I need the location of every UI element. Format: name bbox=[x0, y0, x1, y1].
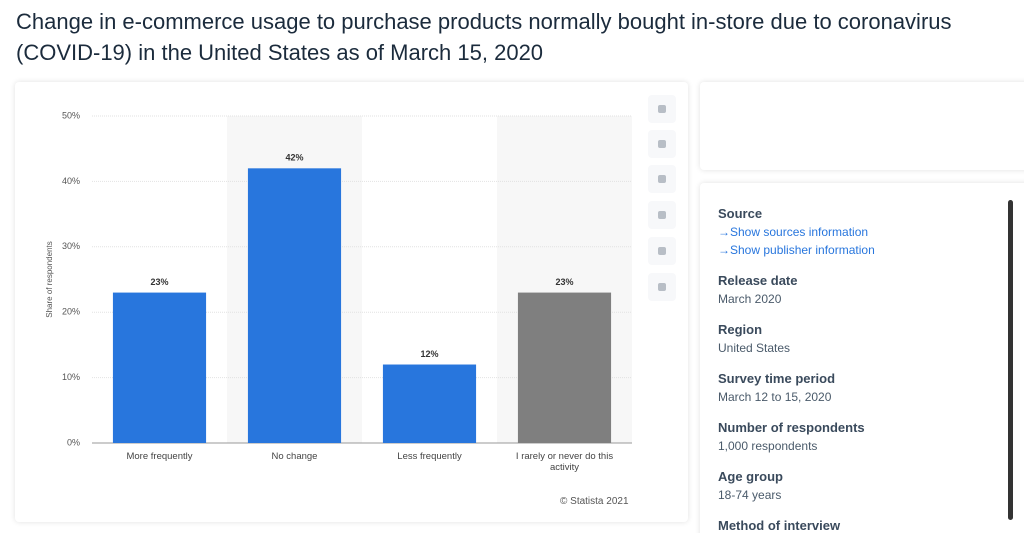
detail-heading: Age group bbox=[718, 469, 783, 484]
detail-link[interactable]: Show publisher information bbox=[718, 241, 988, 259]
favorite-button[interactable] bbox=[648, 95, 676, 123]
chart: 0% 10% 20% 30% 40% 50% Share of respondents 23%… bbox=[45, 110, 632, 447]
bar bbox=[517, 292, 612, 443]
detail-block: Release date March 2020 bbox=[718, 272, 988, 308]
cite-button[interactable] bbox=[648, 237, 676, 265]
data-label: 12% bbox=[420, 349, 438, 359]
detail-link[interactable]: Show sources information bbox=[718, 223, 988, 241]
side-card bbox=[700, 82, 1024, 170]
detail-block: Survey time period March 12 to 15, 2020 bbox=[718, 370, 988, 406]
data-label: 23% bbox=[150, 277, 168, 287]
detail-heading: Method of interview bbox=[718, 518, 841, 533]
detail-heading: Survey time period bbox=[718, 371, 836, 386]
detail-block: Number of respondents 1,000 respondents bbox=[718, 419, 988, 455]
y-tick-label: 0% bbox=[67, 437, 80, 447]
y-tick-label: 30% bbox=[62, 241, 80, 251]
x-tick-label: Less frequently bbox=[397, 451, 462, 462]
x-tick-label: No change bbox=[271, 451, 318, 462]
y-tick-label: 20% bbox=[62, 307, 80, 317]
detail-text: 1,000 respondents bbox=[718, 439, 818, 453]
detail-text: March 12 to 15, 2020 bbox=[718, 390, 832, 404]
detail-block: Source Show sources informationShow publi… bbox=[718, 205, 988, 259]
detail-heading: Source bbox=[718, 206, 763, 221]
detail-heading: Region bbox=[718, 322, 763, 337]
y-tick-label: 10% bbox=[62, 372, 80, 382]
data-label: 42% bbox=[285, 153, 303, 163]
details: Source Show sources informationShow publi… bbox=[718, 205, 988, 533]
detail-heading: Number of respondents bbox=[718, 420, 865, 435]
detail-block: Region United States bbox=[718, 321, 988, 357]
share-button[interactable] bbox=[648, 201, 676, 229]
credit: © Statista 2021 bbox=[560, 496, 629, 507]
detail-text: 18-74 years bbox=[718, 488, 782, 502]
y-tick-label: 40% bbox=[62, 176, 80, 186]
detail-heading: Release date bbox=[718, 273, 798, 288]
bar bbox=[247, 168, 342, 443]
detail-text: March 2020 bbox=[718, 292, 782, 306]
page-title: Change in e-commerce usage to purchase p… bbox=[16, 9, 952, 65]
bar bbox=[112, 292, 207, 443]
detail-block: Age group 18-74 years bbox=[718, 468, 988, 504]
y-tick-label: 50% bbox=[62, 110, 80, 120]
detail-block: Method of interview bbox=[718, 517, 988, 533]
settings-button[interactable] bbox=[648, 165, 676, 193]
data-label: 23% bbox=[555, 277, 573, 287]
print-button[interactable] bbox=[648, 273, 676, 301]
alert-button[interactable] bbox=[648, 130, 676, 158]
bar bbox=[382, 364, 477, 443]
x-tick-label: More frequently bbox=[126, 451, 193, 462]
detail-text: United States bbox=[718, 341, 791, 355]
y-axis-label: Share of respondents bbox=[45, 241, 54, 318]
scrollbar[interactable] bbox=[1008, 200, 1013, 520]
x-tick-label: I rarely or never do this activity bbox=[515, 451, 614, 473]
